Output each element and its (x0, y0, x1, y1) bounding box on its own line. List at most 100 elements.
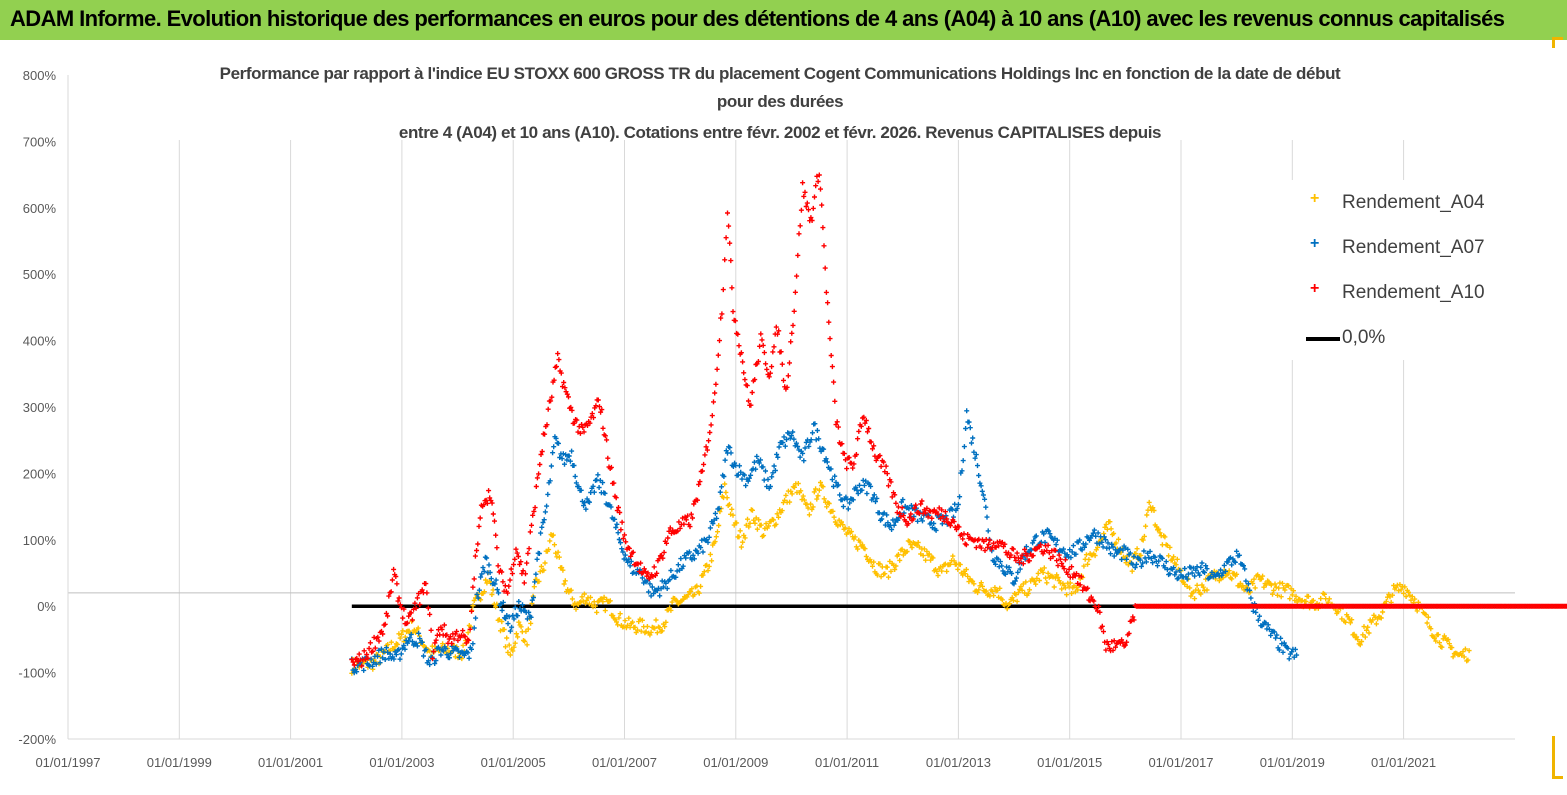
data-point (758, 331, 763, 336)
data-point (791, 323, 796, 328)
data-point (810, 430, 815, 435)
data-point (982, 497, 987, 502)
data-point (1374, 621, 1379, 626)
data-point (832, 515, 837, 520)
data-point (737, 343, 742, 348)
data-point (957, 494, 962, 499)
data-point (698, 584, 703, 589)
data-point (975, 463, 980, 468)
data-point (740, 477, 745, 482)
data-point (678, 556, 683, 561)
x-tick-label: 01/01/2013 (926, 755, 991, 770)
y-tick-label: 100% (23, 533, 57, 548)
data-point (983, 505, 988, 510)
data-point (825, 300, 830, 305)
data-point (1086, 557, 1091, 562)
data-point (1380, 610, 1385, 615)
data-point (879, 464, 884, 469)
data-point (394, 581, 399, 586)
data-point (823, 266, 828, 271)
chart-title-line-3: entre 4 (A04) et 10 ans (A10). Cotations… (399, 123, 1161, 143)
data-point (573, 474, 578, 479)
chart-plot: 800%700%600%500%400%300%200%100%0%-100%-… (0, 40, 1567, 790)
data-point (487, 562, 492, 567)
data-point (742, 377, 747, 382)
data-point (640, 575, 645, 580)
chart-area: 800%700%600%500%400%300%200%100%0%-100%-… (0, 40, 1567, 790)
data-point (549, 464, 554, 469)
data-point (1046, 543, 1051, 548)
data-point (544, 504, 549, 509)
data-point (754, 454, 759, 459)
data-point (726, 224, 731, 229)
data-point (486, 488, 491, 493)
data-point (739, 545, 744, 550)
data-point (478, 516, 483, 521)
data-point (1192, 574, 1197, 579)
data-point (828, 336, 833, 341)
data-point (547, 538, 552, 543)
data-point (715, 367, 720, 372)
data-point (1229, 562, 1234, 567)
data-point (1052, 585, 1057, 590)
data-point (618, 527, 623, 532)
data-point (893, 501, 898, 506)
data-point (511, 562, 516, 567)
data-point (595, 472, 600, 477)
data-point (795, 253, 800, 258)
data-point (415, 595, 420, 600)
data-point (814, 437, 819, 442)
data-point (357, 652, 362, 657)
data-point (770, 349, 775, 354)
data-point (743, 483, 748, 488)
header-bar: ADAM Informe. Evolution historique des p… (0, 0, 1567, 40)
data-point (1276, 586, 1281, 591)
data-point (1253, 585, 1258, 590)
data-point (506, 584, 511, 589)
data-point (708, 525, 713, 530)
data-point (729, 507, 734, 512)
data-point (761, 343, 766, 348)
data-point (970, 436, 975, 441)
data-point (794, 274, 799, 279)
x-tick-label: 01/01/1999 (147, 755, 212, 770)
data-point (963, 426, 968, 431)
data-point (760, 337, 765, 342)
data-point (923, 558, 928, 563)
data-point (491, 512, 496, 517)
data-point (741, 370, 746, 375)
data-point (723, 490, 728, 495)
data-point (740, 359, 745, 364)
data-point (676, 519, 681, 524)
data-point (791, 437, 796, 442)
data-point (528, 529, 533, 534)
y-tick-label: -200% (18, 732, 56, 747)
data-point (1234, 549, 1239, 554)
data-point (1166, 553, 1171, 558)
data-point (740, 540, 745, 545)
data-point (1248, 596, 1253, 601)
data-point (706, 438, 711, 443)
data-point (516, 599, 521, 604)
data-point (781, 378, 786, 383)
data-point (552, 542, 557, 547)
data-point (1155, 563, 1160, 568)
data-point (662, 550, 667, 555)
data-point (473, 554, 478, 559)
data-point (755, 527, 760, 532)
data-point (769, 364, 774, 369)
data-point (830, 364, 835, 369)
data-point (556, 357, 561, 362)
legend-label-a10: Rendement_A10 (1342, 282, 1485, 304)
y-tick-label: 600% (23, 201, 57, 216)
data-point (1164, 559, 1169, 564)
data-point (772, 344, 777, 349)
data-point (601, 426, 606, 431)
data-point (800, 180, 805, 185)
data-point (551, 444, 556, 449)
data-point (944, 569, 949, 574)
data-point (955, 567, 960, 572)
data-point (1200, 561, 1205, 566)
data-point (603, 608, 608, 613)
data-point (1015, 599, 1020, 604)
